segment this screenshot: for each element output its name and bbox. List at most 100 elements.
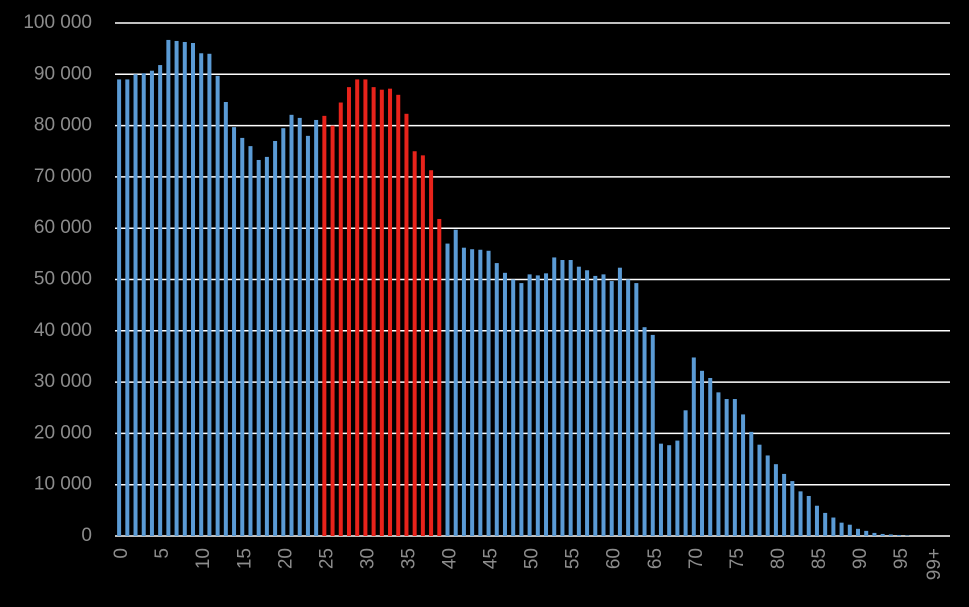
- bar: [626, 279, 631, 536]
- bar: [117, 79, 122, 537]
- bar: [174, 40, 179, 536]
- x-tick-label: 55: [563, 548, 584, 569]
- bar: [831, 517, 836, 536]
- bar: [658, 443, 663, 536]
- y-tick-label: 40 000: [34, 320, 92, 341]
- bar: [330, 125, 335, 536]
- bar: [519, 283, 524, 536]
- bar: [675, 440, 680, 536]
- x-tick-label: 99+: [924, 548, 945, 580]
- bar: [437, 218, 442, 536]
- bar: [609, 281, 614, 536]
- x-tick-label: 85: [809, 548, 830, 569]
- bar: [560, 260, 565, 536]
- bar: [141, 73, 146, 537]
- y-tick-label: 10 000: [34, 474, 92, 495]
- x-tick-label: 10: [193, 548, 214, 569]
- bar: [182, 41, 187, 537]
- bar: [757, 444, 762, 536]
- x-tick-label: 75: [727, 548, 748, 569]
- x-tick-label: 95: [891, 548, 912, 569]
- bar: [872, 532, 877, 536]
- bar: [445, 243, 450, 536]
- bar: [691, 357, 696, 536]
- bar: [289, 114, 294, 537]
- bar: [798, 491, 803, 536]
- y-tick-label: 0: [81, 525, 92, 546]
- bar: [765, 455, 770, 536]
- x-tick-label: 60: [604, 548, 625, 569]
- bar: [511, 279, 516, 536]
- bar: [642, 327, 647, 536]
- bar: [494, 263, 499, 536]
- x-tick-label: 45: [481, 548, 502, 569]
- x-tick-label: 70: [686, 548, 707, 569]
- bar: [461, 247, 466, 536]
- bar: [190, 43, 195, 537]
- bar: [535, 275, 540, 536]
- y-tick-label: 50 000: [34, 269, 92, 290]
- bar: [158, 65, 163, 536]
- bar: [453, 229, 458, 536]
- bar: [379, 89, 384, 536]
- bar: [478, 249, 483, 536]
- bar: [338, 102, 343, 536]
- x-tick-label: 0: [111, 548, 132, 559]
- bar: [264, 156, 269, 536]
- y-tick-label: 60 000: [34, 217, 92, 238]
- y-tick-label: 80 000: [34, 115, 92, 136]
- x-tick-label: 15: [234, 548, 255, 569]
- bar: [232, 127, 237, 536]
- bar: [683, 410, 688, 536]
- bar: [585, 270, 590, 536]
- x-tick-label: 25: [316, 548, 337, 569]
- bar: [125, 79, 130, 537]
- bar: [199, 53, 204, 536]
- bar: [166, 39, 171, 536]
- bar: [897, 534, 902, 536]
- bar: [790, 481, 795, 536]
- bar: [667, 445, 672, 536]
- bar: [429, 170, 434, 536]
- bar: [149, 70, 154, 537]
- x-tick-label: 40: [440, 548, 461, 569]
- bar: [806, 495, 811, 536]
- x-tick-label: 50: [522, 548, 543, 569]
- bar: [133, 74, 138, 537]
- x-tick-label: 80: [768, 548, 789, 569]
- x-tick-label: 65: [645, 548, 666, 569]
- bar: [314, 119, 319, 536]
- bar: [732, 399, 737, 536]
- bar: [502, 272, 507, 536]
- bar: [864, 530, 869, 536]
- bar: [576, 266, 581, 536]
- bar: [700, 370, 705, 536]
- bar: [617, 267, 622, 536]
- bar: [716, 392, 721, 536]
- bar: [839, 522, 844, 536]
- x-tick-label: 30: [357, 548, 378, 569]
- bar: [880, 533, 885, 536]
- y-tick-label: 20 000: [34, 422, 92, 443]
- bar: [412, 151, 417, 536]
- bar: [223, 102, 228, 536]
- bar: [847, 524, 852, 536]
- bar: [388, 88, 393, 536]
- bar: [346, 87, 351, 536]
- bar: [593, 275, 598, 536]
- bar: [601, 274, 606, 536]
- bar: [823, 512, 828, 536]
- bar: [773, 464, 778, 536]
- bar: [741, 414, 746, 536]
- bar: [568, 260, 573, 536]
- bar: [814, 505, 819, 536]
- bar: [724, 399, 729, 536]
- bar: [273, 140, 278, 537]
- bar: [749, 431, 754, 536]
- x-tick-label: 20: [275, 548, 296, 569]
- bar: [486, 250, 491, 536]
- bar: [371, 87, 376, 536]
- x-tick-label: 5: [152, 548, 173, 559]
- bar: [905, 535, 910, 536]
